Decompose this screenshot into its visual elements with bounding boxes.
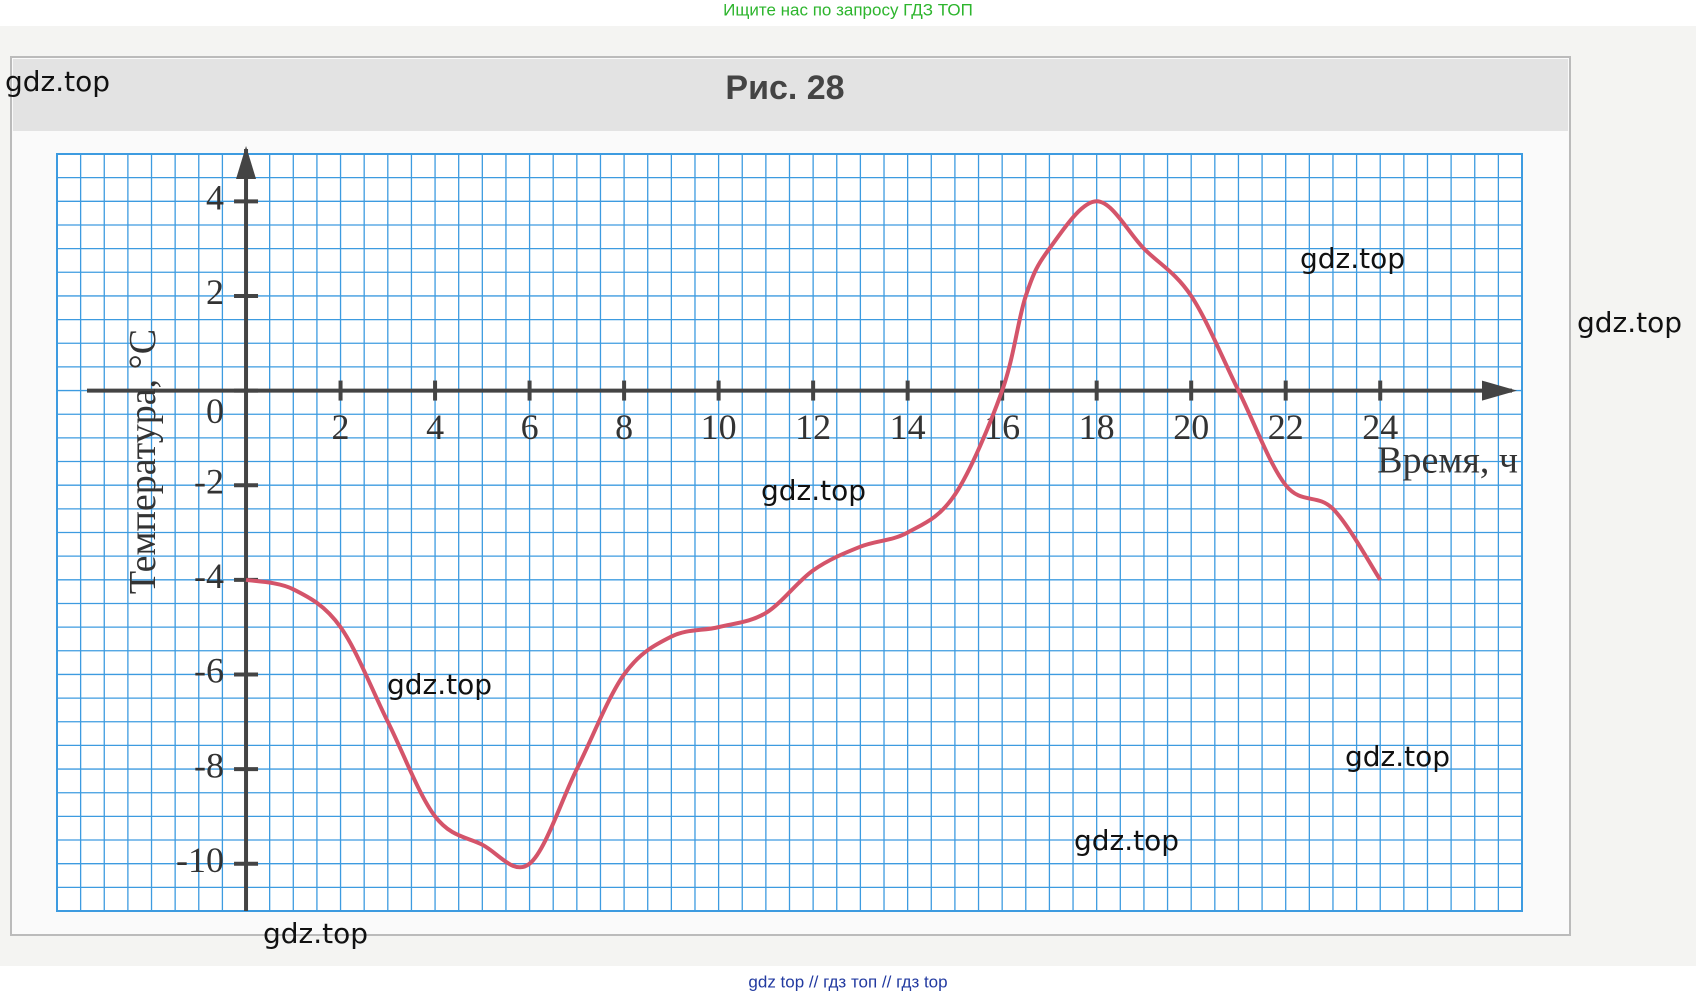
watermark: gdz.top <box>1074 824 1179 857</box>
watermark: gdz.top <box>5 65 110 98</box>
x-axis-arrow <box>1482 380 1517 401</box>
x-tick-label: 6 <box>521 407 539 447</box>
y-tick-label: 2 <box>206 272 224 312</box>
watermark: gdz.top <box>1300 242 1405 275</box>
y-tick-label: -2 <box>194 461 224 501</box>
chart-title: Рис. 28 <box>725 69 844 107</box>
footer-text: gdz top // гдз топ // гдз top <box>748 972 947 991</box>
x-tick-label: 20 <box>1173 407 1209 447</box>
y-tick-label: -10 <box>176 840 224 880</box>
watermark: gdz.top <box>387 668 492 701</box>
watermark: gdz.top <box>1345 740 1450 773</box>
x-tick-label: 24 <box>1362 407 1398 447</box>
y-tick-label: 0 <box>206 391 224 431</box>
watermark: gdz.top <box>1577 306 1682 339</box>
y-tick-label: -4 <box>194 556 224 596</box>
x-tick-label: 2 <box>332 407 350 447</box>
y-tick-label: -6 <box>194 651 224 691</box>
title-bar <box>13 59 1568 131</box>
x-tick-label: 8 <box>615 407 633 447</box>
x-tick-label: 10 <box>701 407 737 447</box>
x-tick-label: 14 <box>890 407 926 447</box>
x-tick-label: 18 <box>1079 407 1115 447</box>
temperature-line <box>245 199 1382 870</box>
x-tick-label: 4 <box>426 407 444 447</box>
y-axis-label: Температура, °C <box>122 329 164 594</box>
x-axis-label: Время, ч <box>1377 439 1518 481</box>
x-tick-label: 12 <box>795 407 831 447</box>
watermark: gdz.top <box>263 917 368 950</box>
plot: 2 4 6 8 10 12 14 16 18 20 22 24-10-8-6-4-2024Время,… <box>56 146 1523 912</box>
y-tick-label: -8 <box>194 745 224 785</box>
watermark: gdz.top <box>761 474 866 507</box>
header-text: Ищите нас по запросу ГДЗ ТОП <box>723 0 973 19</box>
y-tick-label: 4 <box>206 178 224 218</box>
x-tick-label: 22 <box>1268 407 1304 447</box>
y-axis-arrow <box>236 146 257 179</box>
